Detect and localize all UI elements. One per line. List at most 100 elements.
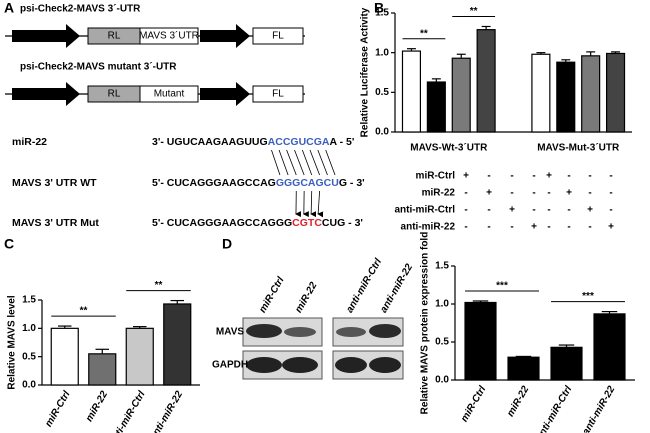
treatment-sign: - [609,205,612,216]
treatment-sign: - [510,171,513,182]
group-label: MAVS-Wt-3´UTR [410,143,488,154]
treatment-sign: + [546,171,552,182]
treatment-sign: - [532,188,535,199]
box-label: RL [108,31,121,42]
treatment-sign: + [587,205,593,216]
pair-line [278,149,289,176]
panel-label: A [4,0,14,16]
treatment-sign: - [532,171,535,182]
bar [550,346,583,381]
utr-box [139,27,199,45]
pair-line [302,149,313,176]
treatment-sign: + [531,222,537,233]
treatment-sign: + [608,222,614,233]
seq-part: CUG - 3' [322,217,363,229]
treatment-sign: - [464,205,467,216]
bar [426,81,446,133]
bar [401,50,422,133]
construct-title: psi-Check2-MAVS mutant 3´-UTR [20,62,177,73]
blot-band [246,324,282,338]
y-tick-label: 1.5 [22,295,36,306]
pair-line [271,149,281,176]
mutation-arrow [317,190,324,218]
bar [451,57,471,133]
treatment-sign: - [487,171,490,182]
blot-band [335,357,367,373]
y-tick-label: 0.0 [22,380,36,391]
sequence-label: MAVS 3' UTR WT [12,177,97,189]
lane-label: anti-miR-Ctrl [344,257,384,315]
seq-part: 5'- CUCAGGGAAGCCAG [152,177,276,189]
seq-part: 3'- UGUCAAGAAGUUG [152,136,268,148]
sequence-label: MAVS 3' UTR Mut [12,217,99,229]
bar [556,61,576,133]
protein-label: MAVS [216,327,244,338]
western-blot: MAVS GAPDH miR-Ctrl miR-22 anti-miR-Ctrl… [212,257,415,380]
bar [476,29,496,133]
x-tick-label: anti-miR-22 [148,389,185,433]
lane-label: anti-miR-22 [378,262,415,315]
y-tick-label: 0.5 [435,337,449,348]
x-tick-label: miR-22 [84,389,110,424]
bar [593,313,626,381]
bar [581,55,601,133]
treatment-sign: - [547,205,550,216]
y-tick-label: 0.5 [375,87,389,98]
treatment-sign: - [547,188,550,199]
seq-seed: GGGCAGCU [276,177,339,189]
y-tick-label: 0.5 [22,351,36,362]
significance-label: ** [420,28,428,39]
treatment-sign: - [532,205,535,216]
y-tick-label: 1.0 [22,323,36,334]
pair-line [317,149,328,176]
x-tick-label: anti-miR-22 [581,384,618,433]
treatment-sign: - [588,171,591,182]
significance-label: ** [155,280,163,291]
blot-band [369,357,401,373]
significance-label: ** [470,6,478,17]
significance-label: ** [80,306,88,317]
treatment-sign: - [464,222,467,233]
bar [531,53,551,133]
y-tick-label: 1.0 [435,299,449,310]
pair-line [325,149,336,176]
promoter-arrow [12,24,80,48]
blot-band [246,357,282,373]
treatment-sign: - [609,171,612,182]
promoter-arrow [12,82,80,106]
promoter-arrow [200,82,250,106]
fl-box [252,85,304,103]
box-label: MAVS 3´UTR [139,30,199,42]
x-tick-label: miR-22 [505,384,531,419]
box-label: FL [272,89,284,100]
treatment-label: anti-miR-22 [401,222,456,233]
sequence: 5'- CUCAGGGAAGCCAGGGGCAGCUG - 3' [152,177,365,189]
y-tick-label: 0.0 [435,375,449,386]
protein-label: GAPDH [212,360,248,371]
x-tick-label: anti-miR-Ctrl [108,389,148,433]
treatment-label: miR-22 [422,188,456,199]
box-label: RL [108,89,121,100]
construct-title: psi-Check2-MAVS 3´-UTR [20,4,141,15]
lane-label: miR-Ctrl [257,275,286,315]
bar [125,327,154,386]
seq-seed: ACCGUCGA [268,136,330,148]
y-tick-label: 1.0 [375,47,389,58]
promoter-arrow [200,24,250,48]
y-tick-label: 1.5 [375,8,389,19]
treatment-sign: - [567,222,570,233]
treatment-sign: - [510,188,513,199]
treatment-sign: - [567,171,570,182]
blot-band [336,327,366,337]
mutation-arrow [310,190,317,218]
sequence: 3'- UGUCAAGAAGUUGACCGUCGAA - 5' [152,136,354,148]
treatment-sign: + [486,188,492,199]
bar [464,301,497,381]
x-tick-label: anti-miR-Ctrl [535,384,575,433]
pair-line [294,149,305,176]
x-tick-label: miR-Ctrl [43,389,72,429]
pairing-lines [271,149,336,218]
treatment-sign: - [567,205,570,216]
panel-label: D [222,236,232,252]
x-tick-label: miR-Ctrl [459,384,488,424]
